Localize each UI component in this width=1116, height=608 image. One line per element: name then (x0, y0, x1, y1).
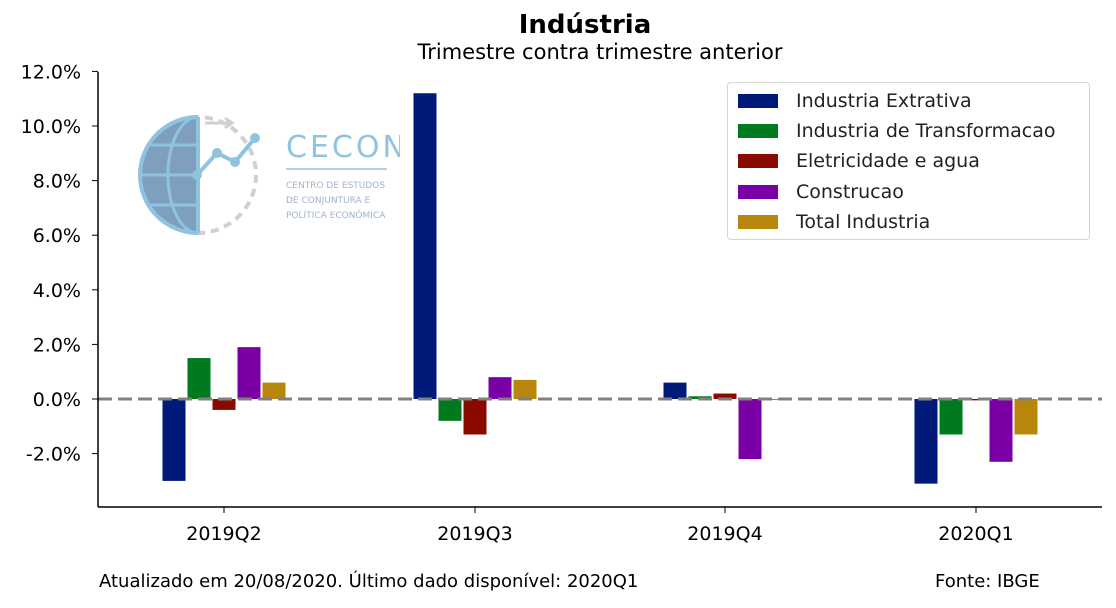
legend-swatch (738, 215, 778, 229)
bar-2020Q1-industria-de-transformacao (939, 399, 963, 435)
y-tick-label: 2.0% (33, 334, 81, 356)
legend-item: Eletricidade e agua (738, 149, 980, 173)
bar-2019Q2-eletricidade-e-agua (212, 399, 236, 410)
legend-label: Eletricidade e agua (796, 150, 980, 172)
x-tick-label: 2019Q3 (437, 523, 512, 545)
bar-2019Q2-industria-de-transformacao (187, 358, 211, 399)
y-tick-label: -2.0% (26, 444, 81, 466)
legend-swatch (738, 124, 778, 138)
y-tick-label: 0.0% (33, 389, 81, 411)
bar-2020Q1-industria-extrativa (914, 399, 938, 484)
bar-2019Q3-total-industria (513, 379, 537, 399)
legend-label: Industria de Transformacao (796, 120, 1056, 142)
bar-2019Q4-eletricidade-e-agua (713, 393, 737, 399)
legend-swatch (738, 154, 778, 168)
y-tick-label: 4.0% (33, 280, 81, 302)
x-tick-label: 2019Q4 (687, 523, 762, 545)
logo-line-3: POLÍTICA ECONÔMICA (286, 209, 386, 221)
bar-2019Q2-construcao (237, 347, 261, 399)
globe-chart-icon: CECON CENTRO DE ESTUDOS DE CONJUNTURA E … (138, 115, 405, 235)
bar-2019Q4-industria-extrativa (663, 382, 687, 399)
legend-swatch (738, 185, 778, 199)
chart-subtitle: Trimestre contra trimestre anterior (417, 40, 783, 64)
y-tick-label: 12.0% (21, 61, 81, 83)
footer-source: Fonte: IBGE (935, 571, 1040, 592)
legend-item: Industria de Transformacao (738, 119, 1056, 143)
chart-title: Indústria (518, 10, 652, 40)
legend-item: Construcao (738, 180, 904, 204)
legend-label: Construcao (796, 181, 904, 203)
bar-2019Q3-eletricidade-e-agua (463, 399, 487, 435)
bar-2019Q3-industria-de-transformacao (438, 399, 462, 421)
legend-item: Total Industria (738, 210, 930, 234)
logo-line-2: DE CONJUNTURA E (286, 196, 371, 206)
bar-2020Q1-construcao (989, 399, 1013, 462)
bar-2020Q1-eletricidade-e-agua (964, 399, 988, 401)
bar-2019Q4-construcao (738, 399, 762, 460)
logo-line-1: CENTRO DE ESTUDOS (286, 181, 385, 191)
footer-updated-note: Atualizado em 20/08/2020. Último dado di… (99, 571, 639, 592)
y-tick-label: 8.0% (33, 171, 81, 193)
legend-label: Industria Extrativa (796, 90, 972, 112)
legend-swatch (738, 94, 778, 108)
y-tick-label: 6.0% (33, 225, 81, 247)
cecon-logo: CECON CENTRO DE ESTUDOS DE CONJUNTURA E … (130, 115, 405, 240)
logo-name: CECON (286, 130, 400, 165)
bar-2019Q3-industria-extrativa (413, 93, 437, 400)
bar-2019Q2-total-industria (262, 382, 286, 399)
legend-label: Total Industria (796, 211, 931, 233)
x-tick-label: 2020Q1 (938, 523, 1013, 545)
legend: Industria Extrativa Industria de Transfo… (727, 82, 1090, 240)
legend-item: Industria Extrativa (738, 89, 972, 113)
bar-2019Q3-construcao (488, 377, 512, 399)
x-tick-label: 2019Q2 (186, 523, 261, 545)
y-tick-label: 10.0% (21, 116, 81, 138)
bar-2019Q4-total-industria (763, 399, 787, 400)
bar-2019Q2-industria-extrativa (162, 399, 186, 481)
bar-2020Q1-total-industria (1014, 399, 1038, 435)
